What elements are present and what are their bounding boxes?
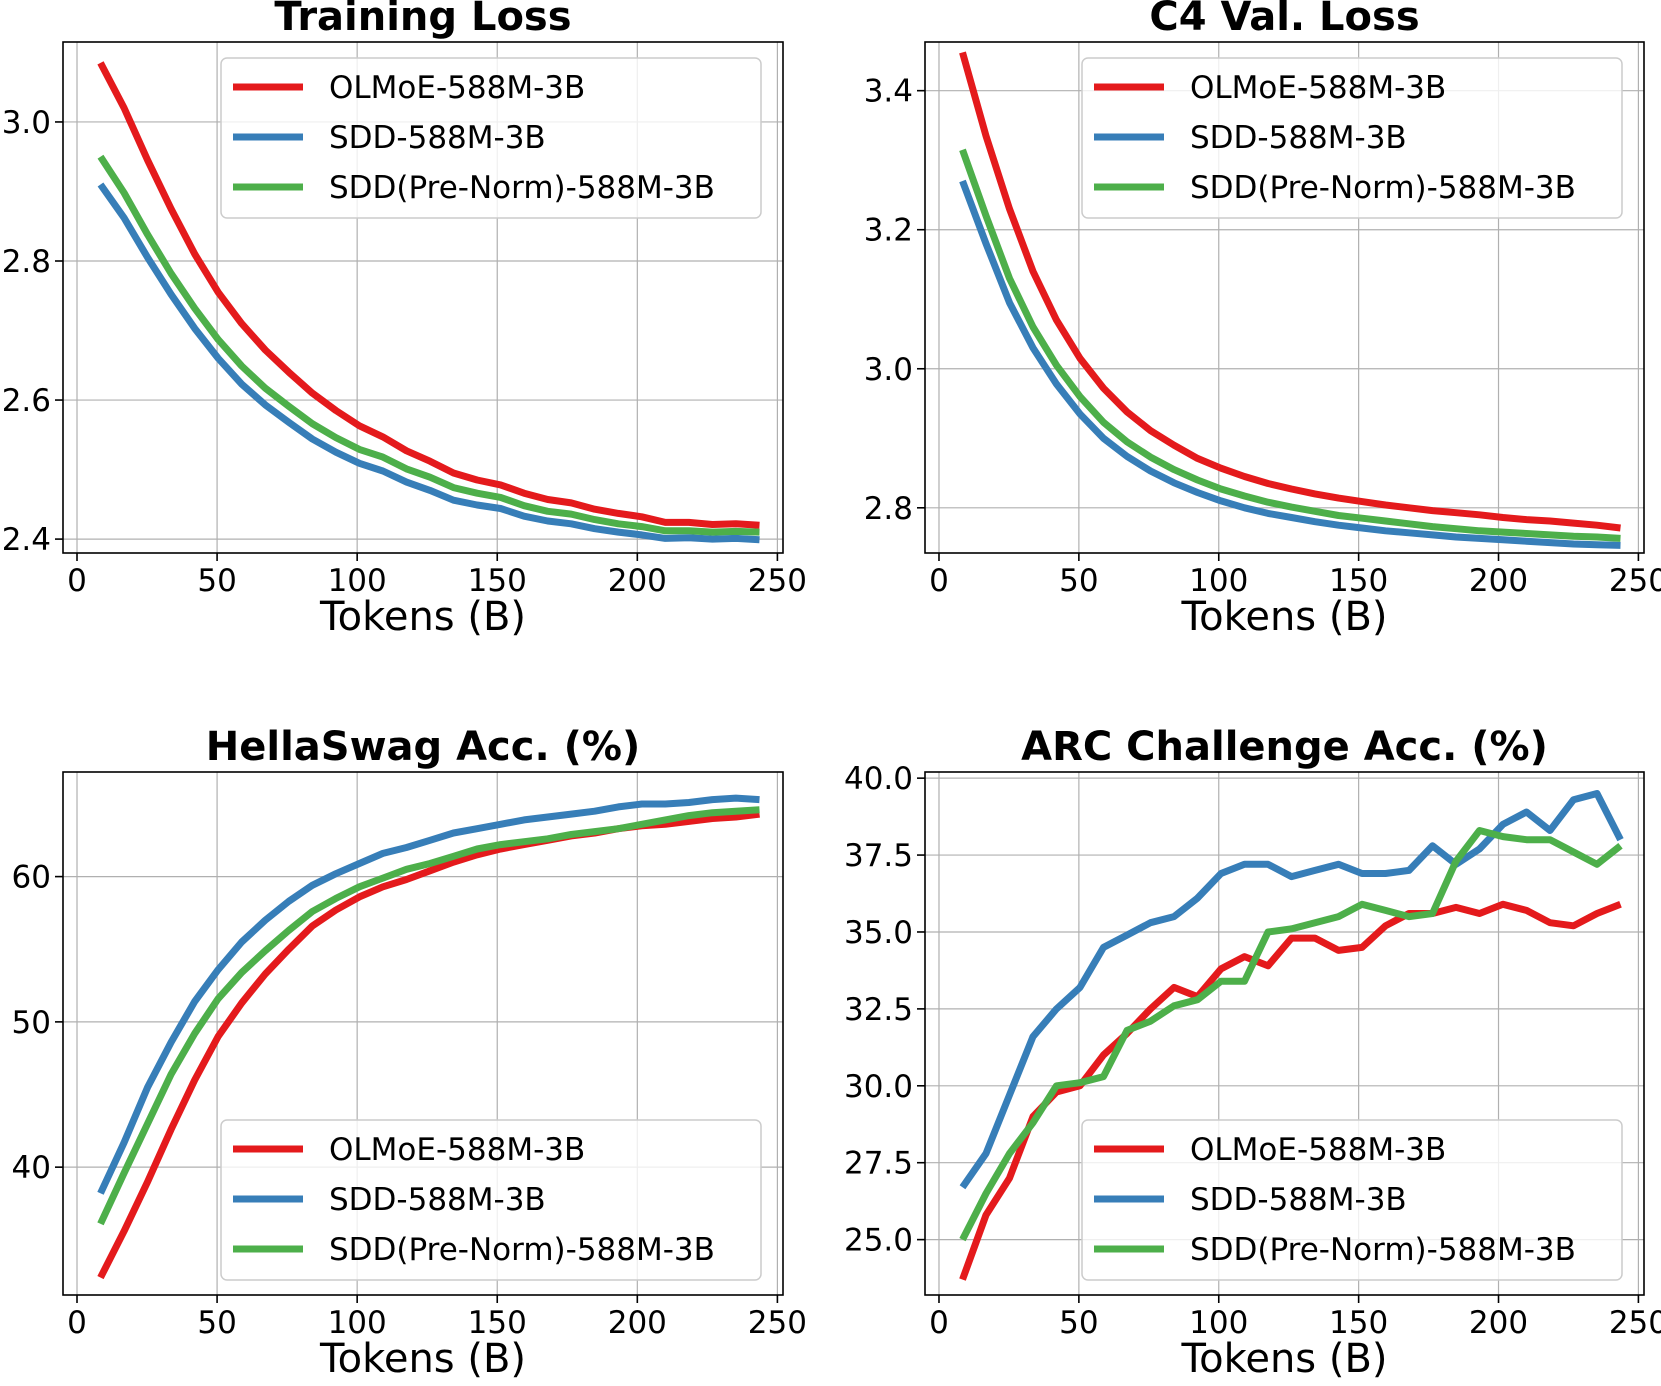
- x-tick-label: 250: [748, 1305, 807, 1341]
- x-tick-label: 50: [197, 1305, 236, 1341]
- plot-frame: [62, 41, 784, 554]
- chart-panel-2: 0 50 100 150 200 250 40 50 60 HellaSwag Acc. (%) T…: [12, 724, 807, 1382]
- series-line-2: [97, 806, 760, 1226]
- x-axis-label: Tokens (B): [1180, 594, 1387, 640]
- x-tick-label: 250: [1609, 563, 1661, 599]
- legend: OLMoE-588M-3B SDD-588M-3B SDD(Pre-Norm)-58…: [220, 1119, 762, 1281]
- series-line-1: [959, 179, 1621, 549]
- x-tick-label: 100: [328, 563, 387, 599]
- x-tick-label: 200: [1469, 563, 1528, 599]
- series-group: [959, 790, 1624, 1281]
- x-tick-label: 150: [468, 563, 527, 599]
- legend: OLMoE-588M-3B SDD-588M-3B SDD(Pre-Norm)-58…: [220, 57, 762, 219]
- x-axis-label: Tokens (B): [319, 594, 526, 640]
- legend-label-0: OLMoE-588M-3B: [329, 1132, 585, 1168]
- legend-label-2: SDD(Pre-Norm)-588M-3B: [1190, 170, 1576, 206]
- y-tick-label: 37.5: [844, 838, 913, 874]
- legend-label-0: OLMoE-588M-3B: [1190, 1132, 1446, 1168]
- x-tick-label: 250: [748, 563, 807, 599]
- series-group: [97, 61, 760, 544]
- x-axis-label: Tokens (B): [1180, 1336, 1387, 1382]
- series-line-1: [97, 182, 760, 544]
- y-tick-label: 40: [12, 1150, 51, 1186]
- x-tick-label: 0: [929, 1305, 949, 1341]
- x-tick-label: 0: [67, 1305, 87, 1341]
- y-tick-label: 32.5: [844, 992, 913, 1028]
- chart-panel-3: 0 50 100 150 200 250 25.0 27.5 30.0 32.5 35.0 37.5 4…: [844, 724, 1661, 1382]
- x-tick-label: 100: [328, 1305, 387, 1341]
- y-tick-label: 25.0: [844, 1223, 913, 1259]
- series-line-2: [97, 154, 760, 536]
- y-tick-label: 30.0: [844, 1069, 913, 1105]
- chart-title: C4 Val. Loss: [1149, 0, 1419, 40]
- series-line-1: [97, 794, 760, 1195]
- y-tick-label: 2.8: [864, 491, 913, 527]
- series-line-2: [959, 827, 1623, 1242]
- series-line-0: [97, 61, 760, 529]
- y-tick-label: 35.0: [844, 915, 913, 951]
- y-tick-label: 2.6: [2, 383, 51, 419]
- series-line-1: [959, 790, 1624, 1190]
- plot-frame: [924, 41, 1645, 554]
- legend-frame: [1081, 57, 1623, 219]
- series-line-2: [959, 148, 1621, 542]
- x-tick-label: 50: [197, 563, 236, 599]
- legend-label-1: SDD-588M-3B: [329, 1182, 546, 1218]
- x-tick-label: 0: [929, 563, 949, 599]
- legend-frame: [1081, 1119, 1623, 1281]
- plot-frame: [62, 771, 784, 1296]
- legend-label-2: SDD(Pre-Norm)-588M-3B: [329, 170, 715, 206]
- chart-panel-0: 0 50 100 150 200 250 2.4 2.6 2.8 3.0 Training Loss…: [2, 0, 807, 640]
- y-tick-label: 27.5: [844, 1146, 913, 1182]
- y-tick-label: 3.2: [864, 213, 913, 249]
- y-tick-label: 50: [12, 1005, 51, 1041]
- series-group: [959, 51, 1621, 549]
- x-tick-label: 150: [468, 1305, 527, 1341]
- x-axis-label: Tokens (B): [319, 1336, 526, 1382]
- y-tick-label: 3.4: [864, 74, 913, 110]
- legend-label-0: OLMoE-588M-3B: [329, 70, 585, 106]
- y-tick-label: 3.0: [864, 352, 913, 388]
- x-tick-label: 200: [1469, 1305, 1528, 1341]
- chart-panel-1: 0 50 100 150 200 250 2.8 3.0 3.2 3.4 C4 Val. Loss T…: [864, 0, 1661, 640]
- series-line-0: [959, 51, 1621, 532]
- legend-label-1: SDD-588M-3B: [1190, 1182, 1407, 1218]
- y-tick-label: 3.0: [2, 105, 51, 141]
- legend: OLMoE-588M-3B SDD-588M-3B SDD(Pre-Norm)-58…: [1081, 1119, 1623, 1281]
- plot-frame: [924, 771, 1645, 1296]
- series-group: [97, 794, 760, 1280]
- y-tick-label: 2.4: [2, 522, 51, 558]
- legend-frame: [220, 57, 762, 219]
- x-tick-label: 200: [608, 563, 667, 599]
- y-tick-label: 2.8: [2, 244, 51, 280]
- series-line-0: [959, 900, 1622, 1281]
- y-tick-label: 60: [12, 860, 51, 896]
- chart-title: HellaSwag Acc. (%): [206, 724, 640, 770]
- x-tick-label: 100: [1189, 563, 1248, 599]
- x-tick-label: 150: [1329, 1305, 1388, 1341]
- x-tick-label: 200: [608, 1305, 667, 1341]
- y-tick-label: 40.0: [844, 761, 913, 797]
- legend: OLMoE-588M-3B SDD-588M-3B SDD(Pre-Norm)-58…: [1081, 57, 1623, 219]
- legend-label-2: SDD(Pre-Norm)-588M-3B: [329, 1232, 715, 1268]
- legend-label-1: SDD-588M-3B: [1190, 120, 1407, 156]
- x-tick-label: 50: [1059, 1305, 1098, 1341]
- x-tick-label: 50: [1059, 563, 1098, 599]
- x-tick-label: 150: [1329, 563, 1388, 599]
- legend-label-2: SDD(Pre-Norm)-588M-3B: [1190, 1232, 1576, 1268]
- legend-label-0: OLMoE-588M-3B: [1190, 70, 1446, 106]
- legend-frame: [220, 1119, 762, 1281]
- x-tick-label: 100: [1189, 1305, 1248, 1341]
- x-tick-label: 250: [1609, 1305, 1661, 1341]
- chart-title: Training Loss: [274, 0, 571, 40]
- x-tick-label: 0: [67, 563, 87, 599]
- legend-label-1: SDD-588M-3B: [329, 120, 546, 156]
- chart-title: ARC Challenge Acc. (%): [1021, 724, 1548, 770]
